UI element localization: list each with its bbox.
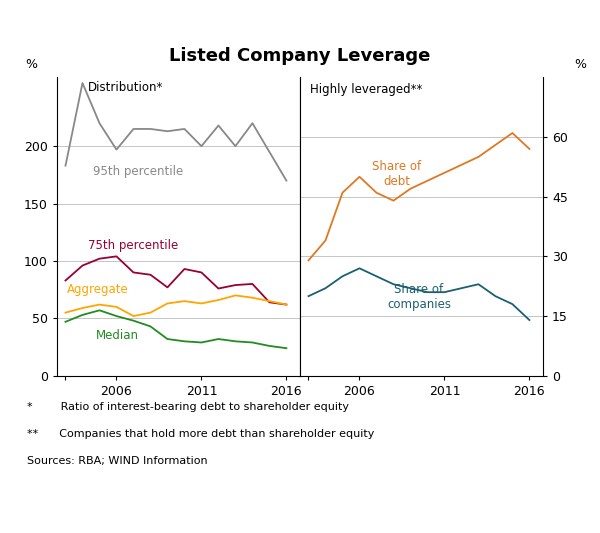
Text: *        Ratio of interest-bearing debt to shareholder equity: * Ratio of interest-bearing debt to shar…	[27, 402, 349, 413]
Text: Share of
debt: Share of debt	[372, 160, 421, 188]
Text: Share of
companies: Share of companies	[387, 283, 451, 311]
Text: Sources: RBA; WIND Information: Sources: RBA; WIND Information	[27, 456, 208, 466]
Text: Highly leveraged**: Highly leveraged**	[310, 83, 422, 96]
Text: **      Companies that hold more debt than shareholder equity: ** Companies that hold more debt than sh…	[27, 429, 374, 439]
Text: Aggregate: Aggregate	[67, 283, 129, 296]
Text: Median: Median	[96, 329, 139, 342]
Text: Distribution*: Distribution*	[88, 81, 163, 94]
Text: Listed Company Leverage: Listed Company Leverage	[169, 47, 431, 65]
Text: 95th percentile: 95th percentile	[92, 165, 183, 178]
Text: %: %	[575, 58, 587, 71]
Text: 75th percentile: 75th percentile	[88, 239, 178, 253]
Text: %: %	[25, 58, 37, 71]
